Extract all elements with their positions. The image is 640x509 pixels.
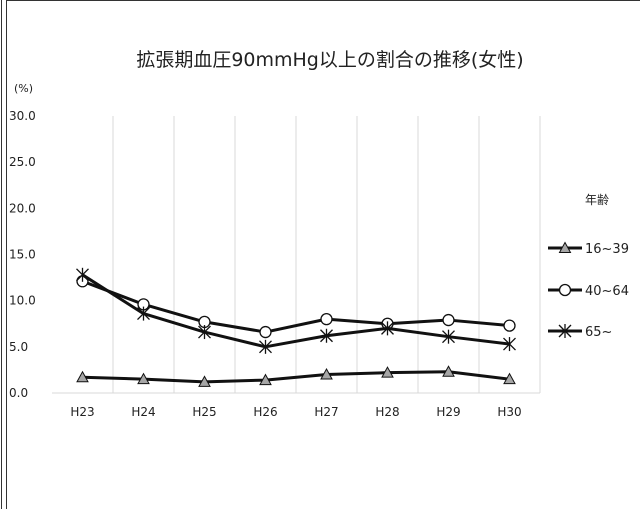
x-tick-label: H26 (253, 405, 277, 419)
data-point (442, 365, 455, 377)
series-triangle (76, 365, 516, 387)
data-point (137, 372, 150, 385)
data-point (503, 319, 516, 332)
x-tick-label: H25 (192, 405, 216, 419)
series-line (81, 279, 510, 334)
data-point (137, 306, 150, 321)
y-tick-label: 10.0 (9, 294, 36, 308)
y-tick-label: 0.0 (9, 386, 28, 400)
data-point (558, 283, 572, 297)
y-axis-unit: (%) (14, 82, 33, 95)
legend-label: 16~39 (585, 242, 629, 257)
data-point (76, 370, 89, 383)
y-tick-label: 30.0 (9, 109, 36, 123)
data-point (76, 267, 89, 282)
series-layer (76, 267, 516, 387)
data-point (558, 241, 572, 253)
x-tick-label: H29 (436, 405, 460, 419)
data-point (198, 325, 211, 340)
legend-label: 40~64 (585, 284, 629, 299)
legend-item: 65~ (548, 324, 612, 340)
data-point (442, 329, 455, 344)
data-point (259, 373, 272, 386)
data-point (320, 328, 333, 343)
series-line (81, 273, 510, 349)
data-point (503, 337, 516, 352)
legend: 年齢 16~39 40~64 65~ (548, 192, 629, 340)
data-point (558, 324, 572, 338)
x-tick-label: H27 (314, 405, 338, 419)
data-point (442, 313, 455, 327)
legend-item: 40~64 (548, 283, 629, 299)
x-axis-ticks: H23 H24 H25 H26 H27 H28 H29 H30 (70, 405, 521, 419)
x-tick-label: H23 (70, 405, 94, 419)
data-point (259, 339, 272, 354)
legend-title: 年齢 (585, 192, 609, 207)
data-point (320, 367, 333, 380)
data-point (381, 321, 394, 336)
data-point (320, 312, 333, 326)
chart-title: 拡張期血圧90mmHg以上の割合の推移(女性) (136, 49, 523, 71)
y-tick-label: 5.0 (9, 340, 28, 354)
legend-label: 65~ (585, 325, 612, 340)
series-star (76, 267, 516, 354)
y-axis-ticks: 0.0 5.0 10.0 15.0 20.0 25.0 30.0 (9, 109, 36, 400)
data-point (503, 372, 516, 385)
x-tick-label: H24 (131, 405, 155, 419)
data-point (381, 366, 394, 378)
data-point (198, 375, 211, 387)
data-point (259, 325, 272, 339)
gridlines (52, 116, 541, 394)
y-tick-label: 25.0 (9, 155, 36, 169)
y-tick-label: 20.0 (9, 201, 36, 215)
legend-item: 16~39 (548, 241, 629, 257)
series-line (82, 370, 510, 384)
x-tick-label: H28 (375, 405, 399, 419)
x-tick-label: H30 (497, 405, 521, 419)
y-tick-label: 15.0 (9, 248, 36, 262)
